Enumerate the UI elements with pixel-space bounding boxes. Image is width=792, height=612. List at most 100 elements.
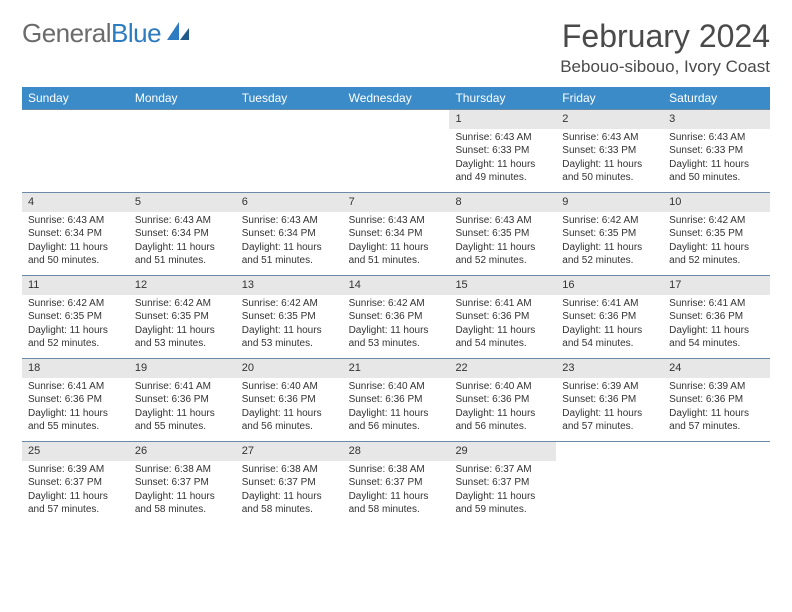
day-line: Sunset: 6:35 PM: [135, 310, 230, 324]
week-row: 4Sunrise: 6:43 AMSunset: 6:34 PMDaylight…: [22, 192, 770, 275]
day-line: Daylight: 11 hours and 52 minutes.: [669, 241, 764, 268]
day-body: Sunrise: 6:43 AMSunset: 6:34 PMDaylight:…: [343, 212, 450, 272]
day-cell-9: 9Sunrise: 6:42 AMSunset: 6:35 PMDaylight…: [556, 193, 663, 275]
day-cell-6: 6Sunrise: 6:43 AMSunset: 6:34 PMDaylight…: [236, 193, 343, 275]
day-line: Sunrise: 6:42 AM: [242, 297, 337, 311]
day-body: Sunrise: 6:42 AMSunset: 6:35 PMDaylight:…: [129, 295, 236, 355]
day-line: Sunset: 6:36 PM: [135, 393, 230, 407]
day-cell-29: 29Sunrise: 6:37 AMSunset: 6:37 PMDayligh…: [449, 442, 556, 524]
day-body: Sunrise: 6:42 AMSunset: 6:35 PMDaylight:…: [556, 212, 663, 272]
week-row: 1Sunrise: 6:43 AMSunset: 6:33 PMDaylight…: [22, 109, 770, 192]
day-line: Sunrise: 6:42 AM: [349, 297, 444, 311]
day-body: Sunrise: 6:39 AMSunset: 6:37 PMDaylight:…: [22, 461, 129, 521]
day-line: Sunset: 6:35 PM: [28, 310, 123, 324]
day-cell-17: 17Sunrise: 6:41 AMSunset: 6:36 PMDayligh…: [663, 276, 770, 358]
day-line: Daylight: 11 hours and 51 minutes.: [135, 241, 230, 268]
day-cell-18: 18Sunrise: 6:41 AMSunset: 6:36 PMDayligh…: [22, 359, 129, 441]
day-cell-26: 26Sunrise: 6:38 AMSunset: 6:37 PMDayligh…: [129, 442, 236, 524]
weekday-thursday: Thursday: [449, 87, 556, 109]
day-line: Daylight: 11 hours and 49 minutes.: [455, 158, 550, 185]
day-line: Sunrise: 6:39 AM: [28, 463, 123, 477]
day-line: Daylight: 11 hours and 54 minutes.: [455, 324, 550, 351]
day-line: Daylight: 11 hours and 59 minutes.: [455, 490, 550, 517]
day-line: Sunrise: 6:42 AM: [562, 214, 657, 228]
day-line: Sunrise: 6:43 AM: [28, 214, 123, 228]
day-cell-10: 10Sunrise: 6:42 AMSunset: 6:35 PMDayligh…: [663, 193, 770, 275]
day-cell-2: 2Sunrise: 6:43 AMSunset: 6:33 PMDaylight…: [556, 110, 663, 192]
day-body: [556, 461, 663, 467]
day-line: Sunset: 6:36 PM: [562, 310, 657, 324]
day-line: Daylight: 11 hours and 50 minutes.: [28, 241, 123, 268]
day-number: 8: [449, 193, 556, 212]
day-body: Sunrise: 6:43 AMSunset: 6:33 PMDaylight:…: [556, 129, 663, 189]
day-cell-11: 11Sunrise: 6:42 AMSunset: 6:35 PMDayligh…: [22, 276, 129, 358]
header: GeneralBlue February 2024 Bebouo-sibouo,…: [22, 18, 770, 77]
day-number: 9: [556, 193, 663, 212]
day-line: Sunrise: 6:40 AM: [349, 380, 444, 394]
weekday-wednesday: Wednesday: [343, 87, 450, 109]
day-line: Daylight: 11 hours and 51 minutes.: [242, 241, 337, 268]
weekday-saturday: Saturday: [663, 87, 770, 109]
day-number: 3: [663, 110, 770, 129]
day-number: 14: [343, 276, 450, 295]
day-line: Daylight: 11 hours and 58 minutes.: [135, 490, 230, 517]
day-body: Sunrise: 6:41 AMSunset: 6:36 PMDaylight:…: [556, 295, 663, 355]
day-line: Sunset: 6:37 PM: [135, 476, 230, 490]
day-cell-empty: [22, 110, 129, 192]
day-line: Daylight: 11 hours and 54 minutes.: [669, 324, 764, 351]
day-line: Sunset: 6:33 PM: [669, 144, 764, 158]
day-number: [343, 110, 450, 129]
day-number: 7: [343, 193, 450, 212]
day-number: 19: [129, 359, 236, 378]
day-number: [22, 110, 129, 129]
day-line: Sunrise: 6:43 AM: [349, 214, 444, 228]
day-line: Daylight: 11 hours and 55 minutes.: [28, 407, 123, 434]
day-cell-empty: [663, 442, 770, 524]
day-cell-23: 23Sunrise: 6:39 AMSunset: 6:36 PMDayligh…: [556, 359, 663, 441]
day-line: Daylight: 11 hours and 56 minutes.: [242, 407, 337, 434]
day-cell-25: 25Sunrise: 6:39 AMSunset: 6:37 PMDayligh…: [22, 442, 129, 524]
day-line: Sunset: 6:33 PM: [562, 144, 657, 158]
day-number: [556, 442, 663, 461]
day-line: Sunset: 6:35 PM: [562, 227, 657, 241]
day-number: 2: [556, 110, 663, 129]
day-line: Sunrise: 6:41 AM: [28, 380, 123, 394]
day-cell-12: 12Sunrise: 6:42 AMSunset: 6:35 PMDayligh…: [129, 276, 236, 358]
day-line: Sunrise: 6:41 AM: [562, 297, 657, 311]
day-line: Sunset: 6:37 PM: [242, 476, 337, 490]
day-body: Sunrise: 6:40 AMSunset: 6:36 PMDaylight:…: [343, 378, 450, 438]
day-cell-empty: [556, 442, 663, 524]
location: Bebouo-sibouo, Ivory Coast: [560, 57, 770, 77]
day-cell-13: 13Sunrise: 6:42 AMSunset: 6:35 PMDayligh…: [236, 276, 343, 358]
day-body: [22, 129, 129, 135]
day-line: Daylight: 11 hours and 56 minutes.: [455, 407, 550, 434]
day-line: Sunrise: 6:40 AM: [242, 380, 337, 394]
day-cell-28: 28Sunrise: 6:38 AMSunset: 6:37 PMDayligh…: [343, 442, 450, 524]
day-line: Sunrise: 6:43 AM: [455, 214, 550, 228]
day-line: Sunrise: 6:41 AM: [455, 297, 550, 311]
day-body: Sunrise: 6:38 AMSunset: 6:37 PMDaylight:…: [129, 461, 236, 521]
day-line: Sunrise: 6:37 AM: [455, 463, 550, 477]
day-cell-1: 1Sunrise: 6:43 AMSunset: 6:33 PMDaylight…: [449, 110, 556, 192]
day-cell-3: 3Sunrise: 6:43 AMSunset: 6:33 PMDaylight…: [663, 110, 770, 192]
day-body: Sunrise: 6:41 AMSunset: 6:36 PMDaylight:…: [129, 378, 236, 438]
day-number: 22: [449, 359, 556, 378]
weekday-monday: Monday: [129, 87, 236, 109]
day-cell-16: 16Sunrise: 6:41 AMSunset: 6:36 PMDayligh…: [556, 276, 663, 358]
day-line: Sunrise: 6:41 AM: [669, 297, 764, 311]
day-body: Sunrise: 6:37 AMSunset: 6:37 PMDaylight:…: [449, 461, 556, 521]
day-body: Sunrise: 6:43 AMSunset: 6:33 PMDaylight:…: [663, 129, 770, 189]
day-body: Sunrise: 6:39 AMSunset: 6:36 PMDaylight:…: [556, 378, 663, 438]
day-line: Sunset: 6:36 PM: [455, 310, 550, 324]
day-line: Sunrise: 6:43 AM: [669, 131, 764, 145]
day-body: Sunrise: 6:40 AMSunset: 6:36 PMDaylight:…: [236, 378, 343, 438]
day-line: Sunset: 6:36 PM: [669, 310, 764, 324]
calendar: SundayMondayTuesdayWednesdayThursdayFrid…: [22, 87, 770, 524]
day-number: 27: [236, 442, 343, 461]
day-number: [663, 442, 770, 461]
day-number: 16: [556, 276, 663, 295]
day-cell-14: 14Sunrise: 6:42 AMSunset: 6:36 PMDayligh…: [343, 276, 450, 358]
day-line: Sunset: 6:34 PM: [349, 227, 444, 241]
day-number: 1: [449, 110, 556, 129]
day-line: Sunset: 6:36 PM: [349, 310, 444, 324]
